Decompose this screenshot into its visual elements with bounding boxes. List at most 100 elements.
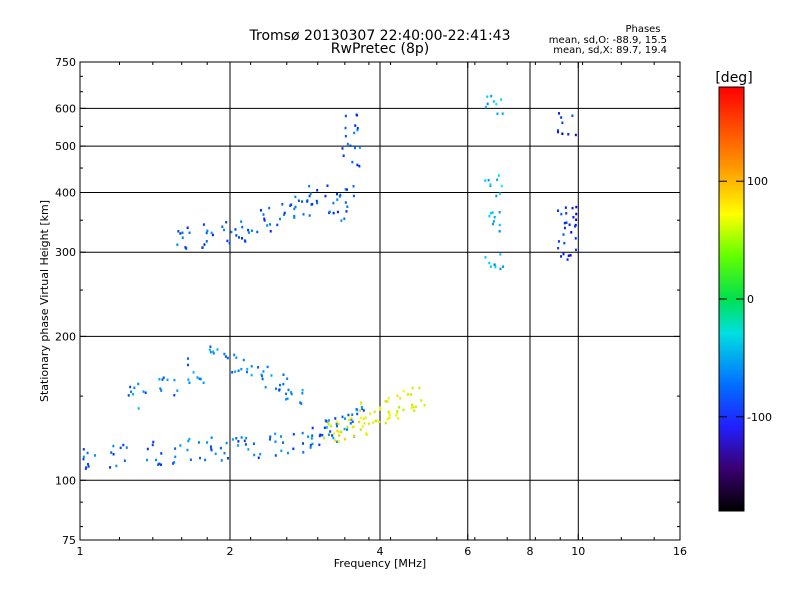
data-point [287, 388, 290, 392]
data-point [283, 211, 286, 215]
data-point [157, 463, 160, 466]
data-point [488, 261, 491, 265]
data-point [174, 447, 177, 450]
data-point [268, 206, 271, 210]
data-point [490, 94, 493, 98]
data-point [266, 224, 269, 227]
data-point [316, 188, 319, 192]
data-point [563, 226, 566, 230]
data-point [186, 226, 189, 230]
data-point [557, 130, 560, 134]
x-tick-label: 8 [527, 545, 534, 558]
data-point [301, 200, 304, 203]
data-point [301, 392, 304, 395]
data-point [93, 454, 96, 457]
data-point [324, 194, 327, 198]
data-point [397, 417, 400, 420]
data-point [160, 389, 163, 392]
y-tick-label: 200 [55, 330, 76, 343]
data-point [297, 199, 300, 203]
data-point [342, 154, 345, 157]
data-point [199, 377, 202, 381]
data-point [276, 223, 279, 227]
data-point [300, 402, 303, 405]
data-point [266, 365, 269, 369]
data-point [199, 456, 202, 460]
colorbar-ticks: 100 0 -100 [719, 175, 772, 424]
data-point [269, 435, 272, 439]
data-point [262, 213, 265, 216]
data-point [112, 452, 115, 456]
data-point [206, 229, 209, 233]
data-point [500, 98, 503, 101]
data-point [158, 378, 161, 381]
data-point [237, 440, 240, 443]
data-point [495, 102, 498, 106]
data-point [188, 231, 191, 235]
data-point [282, 373, 285, 376]
data-point [359, 409, 362, 412]
data-point [501, 112, 504, 115]
data-point [173, 461, 176, 464]
data-point [269, 223, 272, 226]
data-point [557, 209, 560, 212]
data-point [306, 200, 309, 203]
data-point [310, 437, 313, 440]
data-point [343, 417, 346, 420]
data-point [339, 193, 342, 197]
data-point [337, 440, 340, 443]
data-point [187, 439, 190, 443]
data-point [202, 223, 205, 226]
data-point [216, 348, 219, 351]
data-point [274, 440, 277, 443]
data-point [205, 231, 208, 235]
data-point [243, 439, 246, 443]
data-point [145, 458, 148, 462]
data-point [137, 407, 140, 410]
data-point [264, 385, 267, 389]
data-point [186, 448, 189, 452]
data-point [151, 443, 154, 447]
data-point [172, 462, 175, 465]
data-point [336, 429, 339, 433]
data-point [386, 417, 389, 421]
data-point [237, 444, 240, 447]
data-point [565, 212, 568, 215]
data-point [250, 365, 253, 368]
data-point [413, 409, 416, 412]
data-point [395, 414, 398, 417]
data-point [491, 211, 494, 214]
data-point [344, 126, 347, 130]
data-point [331, 434, 334, 437]
data-point [123, 459, 126, 462]
data-point [399, 397, 402, 400]
data-point [353, 131, 356, 135]
data-point [219, 446, 222, 450]
data-point [484, 105, 487, 109]
data-point [498, 192, 501, 196]
data-point [337, 422, 340, 426]
x-tick-label: 6 [464, 545, 471, 558]
data-point [561, 132, 564, 136]
data-point [332, 201, 335, 205]
data-point [274, 432, 277, 436]
data-point [343, 217, 346, 220]
data-point [388, 413, 391, 417]
data-point [84, 467, 87, 470]
data-point [356, 163, 359, 167]
data-point [234, 228, 237, 231]
data-point [486, 102, 489, 106]
chart-title: Tromsø 20130307 22:40:00-22:41:43 [249, 28, 511, 44]
data-point [240, 220, 243, 223]
data-point [282, 382, 285, 386]
data-point [325, 426, 328, 429]
data-point [557, 246, 560, 250]
data-point [226, 457, 229, 460]
data-point [344, 134, 347, 138]
data-point [179, 444, 182, 447]
data-point [379, 406, 382, 409]
data-point [335, 424, 338, 428]
data-point [274, 454, 277, 457]
data-point [356, 114, 359, 117]
data-point [360, 416, 363, 420]
